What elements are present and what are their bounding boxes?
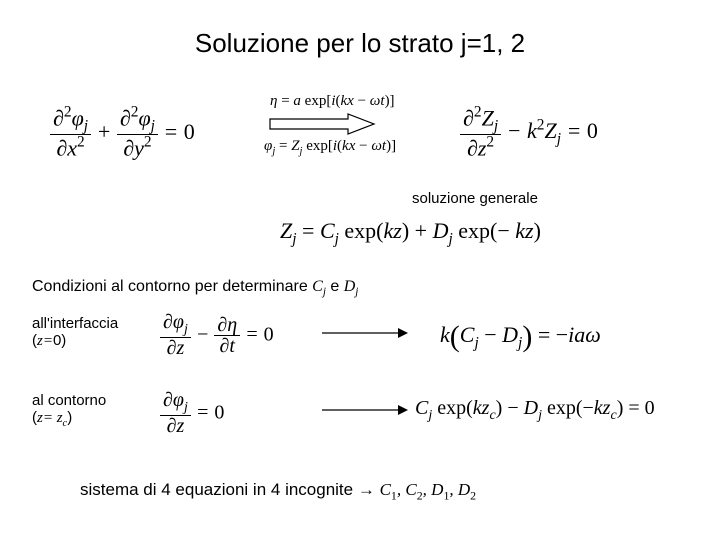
- slide: Soluzione per lo strato j=1, 2 ∂2φj ∂x2 …: [0, 0, 720, 540]
- block-arrow-icon: [268, 112, 378, 136]
- eq-laplace: ∂2φj ∂x2 + ∂2φj ∂y2 = 0: [50, 105, 195, 159]
- eq-bc-boundary: ∂φj ∂z = 0: [160, 390, 224, 436]
- eq-general-solution: Zj = Cj exp(kz) + Dj exp(− kz): [280, 218, 541, 248]
- eq-wave-eta: η = a exp[i(kx − ωt)]: [270, 93, 395, 110]
- eq-wave-phi: φj = Zj exp[i(kx − ωt)]: [264, 138, 396, 157]
- eq-z-ode: ∂2Zj ∂z2 − k2Zj = 0: [460, 105, 598, 159]
- footer-label: sistema di 4 equazioni in 4 incognite →: [80, 480, 380, 499]
- arrow-icon: [320, 325, 410, 341]
- label-interface: all'interfaccia: [32, 315, 118, 332]
- eq-bc-interface: ∂φj ∂z − ∂η ∂t = 0: [160, 312, 274, 358]
- eq-bc-boundary-result: Cj exp(kzc) − Dj exp(−kzc) = 0: [415, 397, 655, 424]
- label-boundary: al contorno: [32, 392, 106, 409]
- heading-bc-text: Condizioni al contorno per determinare: [32, 278, 312, 295]
- arrow-icon: [320, 402, 410, 418]
- label-boundary-z: (z= zc): [32, 409, 72, 429]
- heading-boundary-conditions: Condizioni al contorno per determinare C…: [32, 278, 358, 298]
- label-interface-z: (z=0): [32, 332, 66, 350]
- footer-text: sistema di 4 equazioni in 4 incognite → …: [80, 480, 476, 503]
- eq-bc-interface-result: k(Cj − Dj) = −iaω: [440, 320, 601, 354]
- slide-title: Soluzione per lo strato j=1, 2: [0, 28, 720, 59]
- label-general-solution: soluzione generale: [412, 190, 538, 207]
